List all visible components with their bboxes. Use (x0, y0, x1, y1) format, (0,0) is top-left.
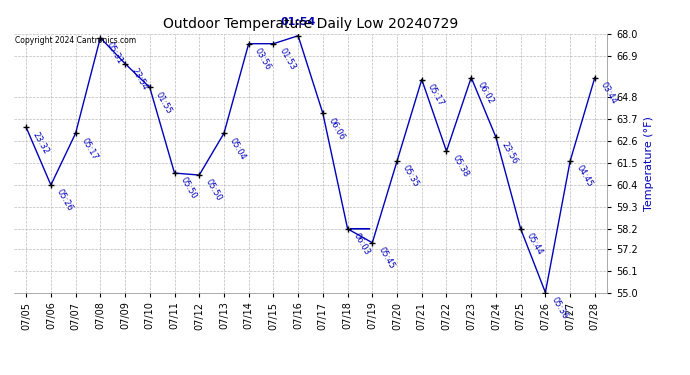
Text: 06:06: 06:06 (327, 116, 347, 141)
Text: 23:56: 23:56 (500, 140, 520, 165)
Y-axis label: Temperature (°F): Temperature (°F) (644, 116, 653, 211)
Text: 03:56: 03:56 (253, 46, 273, 72)
Title: Outdoor Temperature Daily Low 20240729: Outdoor Temperature Daily Low 20240729 (163, 17, 458, 31)
Text: 06:02: 06:02 (475, 80, 495, 105)
Text: 05:36: 05:36 (549, 295, 569, 321)
Text: 05:50: 05:50 (179, 176, 198, 201)
Text: 05:17: 05:17 (426, 82, 446, 108)
Text: 23:32: 23:32 (30, 130, 50, 155)
Text: 03:44: 03:44 (599, 80, 619, 105)
Text: 05:38: 05:38 (451, 154, 471, 179)
Text: 05:26: 05:26 (55, 188, 75, 213)
Text: Copyright 2024 Cantronics.com: Copyright 2024 Cantronics.com (15, 36, 136, 45)
Text: 05:17: 05:17 (80, 136, 99, 161)
Text: 01:54: 01:54 (280, 17, 316, 27)
Text: 06:03: 06:03 (352, 232, 371, 257)
Text: 04:45: 04:45 (574, 164, 594, 189)
Text: 05:35: 05:35 (401, 164, 421, 189)
Text: 05:44: 05:44 (525, 232, 544, 256)
Text: 01:55: 01:55 (154, 90, 174, 116)
Text: 05:31: 05:31 (104, 40, 124, 66)
Text: 05:45: 05:45 (377, 246, 396, 271)
Text: 23:54: 23:54 (129, 66, 149, 92)
Text: 01:53: 01:53 (277, 46, 297, 72)
Text: 05:04: 05:04 (228, 136, 248, 161)
Text: 05:50: 05:50 (204, 178, 223, 203)
